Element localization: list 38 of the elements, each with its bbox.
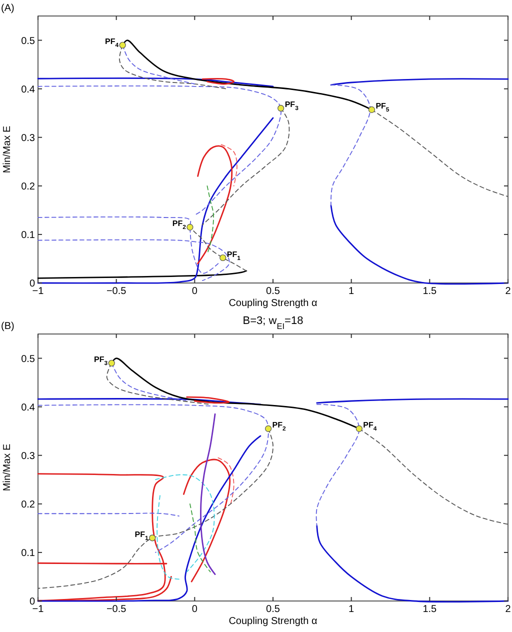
- text: (B): [1, 321, 14, 332]
- x-tick-label: 0.5: [266, 286, 280, 297]
- y-tick-label: 0.2: [21, 181, 36, 192]
- y-tick-label: 0.4: [21, 402, 36, 414]
- x-tick-label: 2: [505, 286, 512, 297]
- x-tick-label: 0.5: [266, 604, 280, 615]
- annotation: PF$_{2}$: [272, 420, 287, 433]
- y-tick-label: 0.2: [21, 499, 36, 510]
- y-tick-label: 0.1: [21, 548, 36, 559]
- chart-title: B=3; w$_{EI}$=18: [242, 315, 304, 330]
- annotation: PF$_{4}$: [363, 420, 378, 433]
- annotation: PF$_{5}$: [376, 102, 390, 114]
- annotation: PF$_{3}$: [284, 100, 300, 112]
- x-tick-label: 0: [192, 604, 198, 615]
- text: (A): [1, 3, 14, 14]
- x-tick-label: 1.5: [422, 604, 438, 615]
- annotation: PF$_{4}$: [105, 37, 120, 50]
- y-tick-label: 0.3: [21, 132, 36, 144]
- annotation: PF$_{3}$: [94, 355, 108, 368]
- x-tick-label: −0.5: [106, 286, 127, 297]
- y-axis-title: Min/Max E: [2, 126, 13, 174]
- x-tick-label: 1.5: [422, 286, 438, 297]
- y-tick-label: 0.4: [21, 84, 36, 96]
- x-tick-label: −0.5: [106, 604, 127, 615]
- x-tick-label: 1: [348, 604, 355, 615]
- y-axis-title: Min/Max E: [2, 444, 13, 492]
- x-tick-label: 0: [192, 286, 198, 297]
- y-tick-label: 0.5: [21, 36, 36, 47]
- annotation: PF$_{1}$: [134, 530, 150, 542]
- y-tick-label: 0.3: [21, 450, 36, 462]
- x-tick-label: 2: [505, 604, 512, 615]
- x-axis-title: Coupling Strength α: [228, 616, 318, 627]
- x-tick-label: 1: [348, 286, 355, 297]
- annotation: PF$_{1}$: [226, 250, 242, 262]
- y-tick-label: 0.1: [21, 230, 36, 241]
- annotation: PF$_{2}$: [172, 219, 187, 232]
- x-axis-title: Coupling Strength α: [228, 298, 318, 309]
- y-tick-label: 0.5: [21, 354, 36, 365]
